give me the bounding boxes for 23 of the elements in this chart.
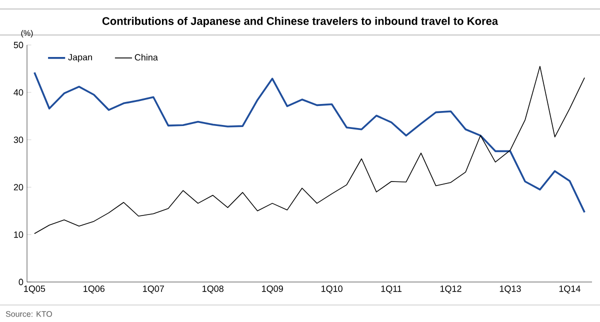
x-tick-label: 1Q12 bbox=[440, 286, 462, 294]
line-series bbox=[34, 72, 586, 214]
y-axis-title: (%) bbox=[21, 30, 33, 38]
y-tick-label: 10 bbox=[14, 231, 24, 238]
x-tick-label: 1Q10 bbox=[321, 286, 342, 294]
y-tick-label: 0 bbox=[18, 278, 24, 286]
x-tick-label: 1Q13 bbox=[500, 286, 521, 294]
y-tick-label: 50 bbox=[14, 42, 24, 48]
source-note: Source: KTO bbox=[6, 311, 52, 317]
x-tick-label: 1Q06 bbox=[84, 286, 105, 294]
chart-title: Contributions of Japanese and Chinese travelers to inbound travel to Korea bbox=[102, 16, 498, 28]
legend-label: China bbox=[134, 54, 158, 61]
x-tick-label: 1Q14 bbox=[559, 286, 580, 294]
y-tick-label: 30 bbox=[14, 136, 24, 143]
x-tick-label: 1Q07 bbox=[143, 286, 164, 294]
x-tick-label: 1Q08 bbox=[202, 286, 224, 294]
legend-label: Japan bbox=[68, 54, 92, 62]
x-tick-label: 1Q09 bbox=[262, 286, 283, 294]
line-series bbox=[34, 66, 585, 234]
y-tick-label: 40 bbox=[14, 89, 24, 96]
y-tick-label: 20 bbox=[14, 184, 24, 190]
x-tick-label: 1Q11 bbox=[381, 286, 402, 294]
x-tick-label: 1Q05 bbox=[24, 286, 46, 294]
